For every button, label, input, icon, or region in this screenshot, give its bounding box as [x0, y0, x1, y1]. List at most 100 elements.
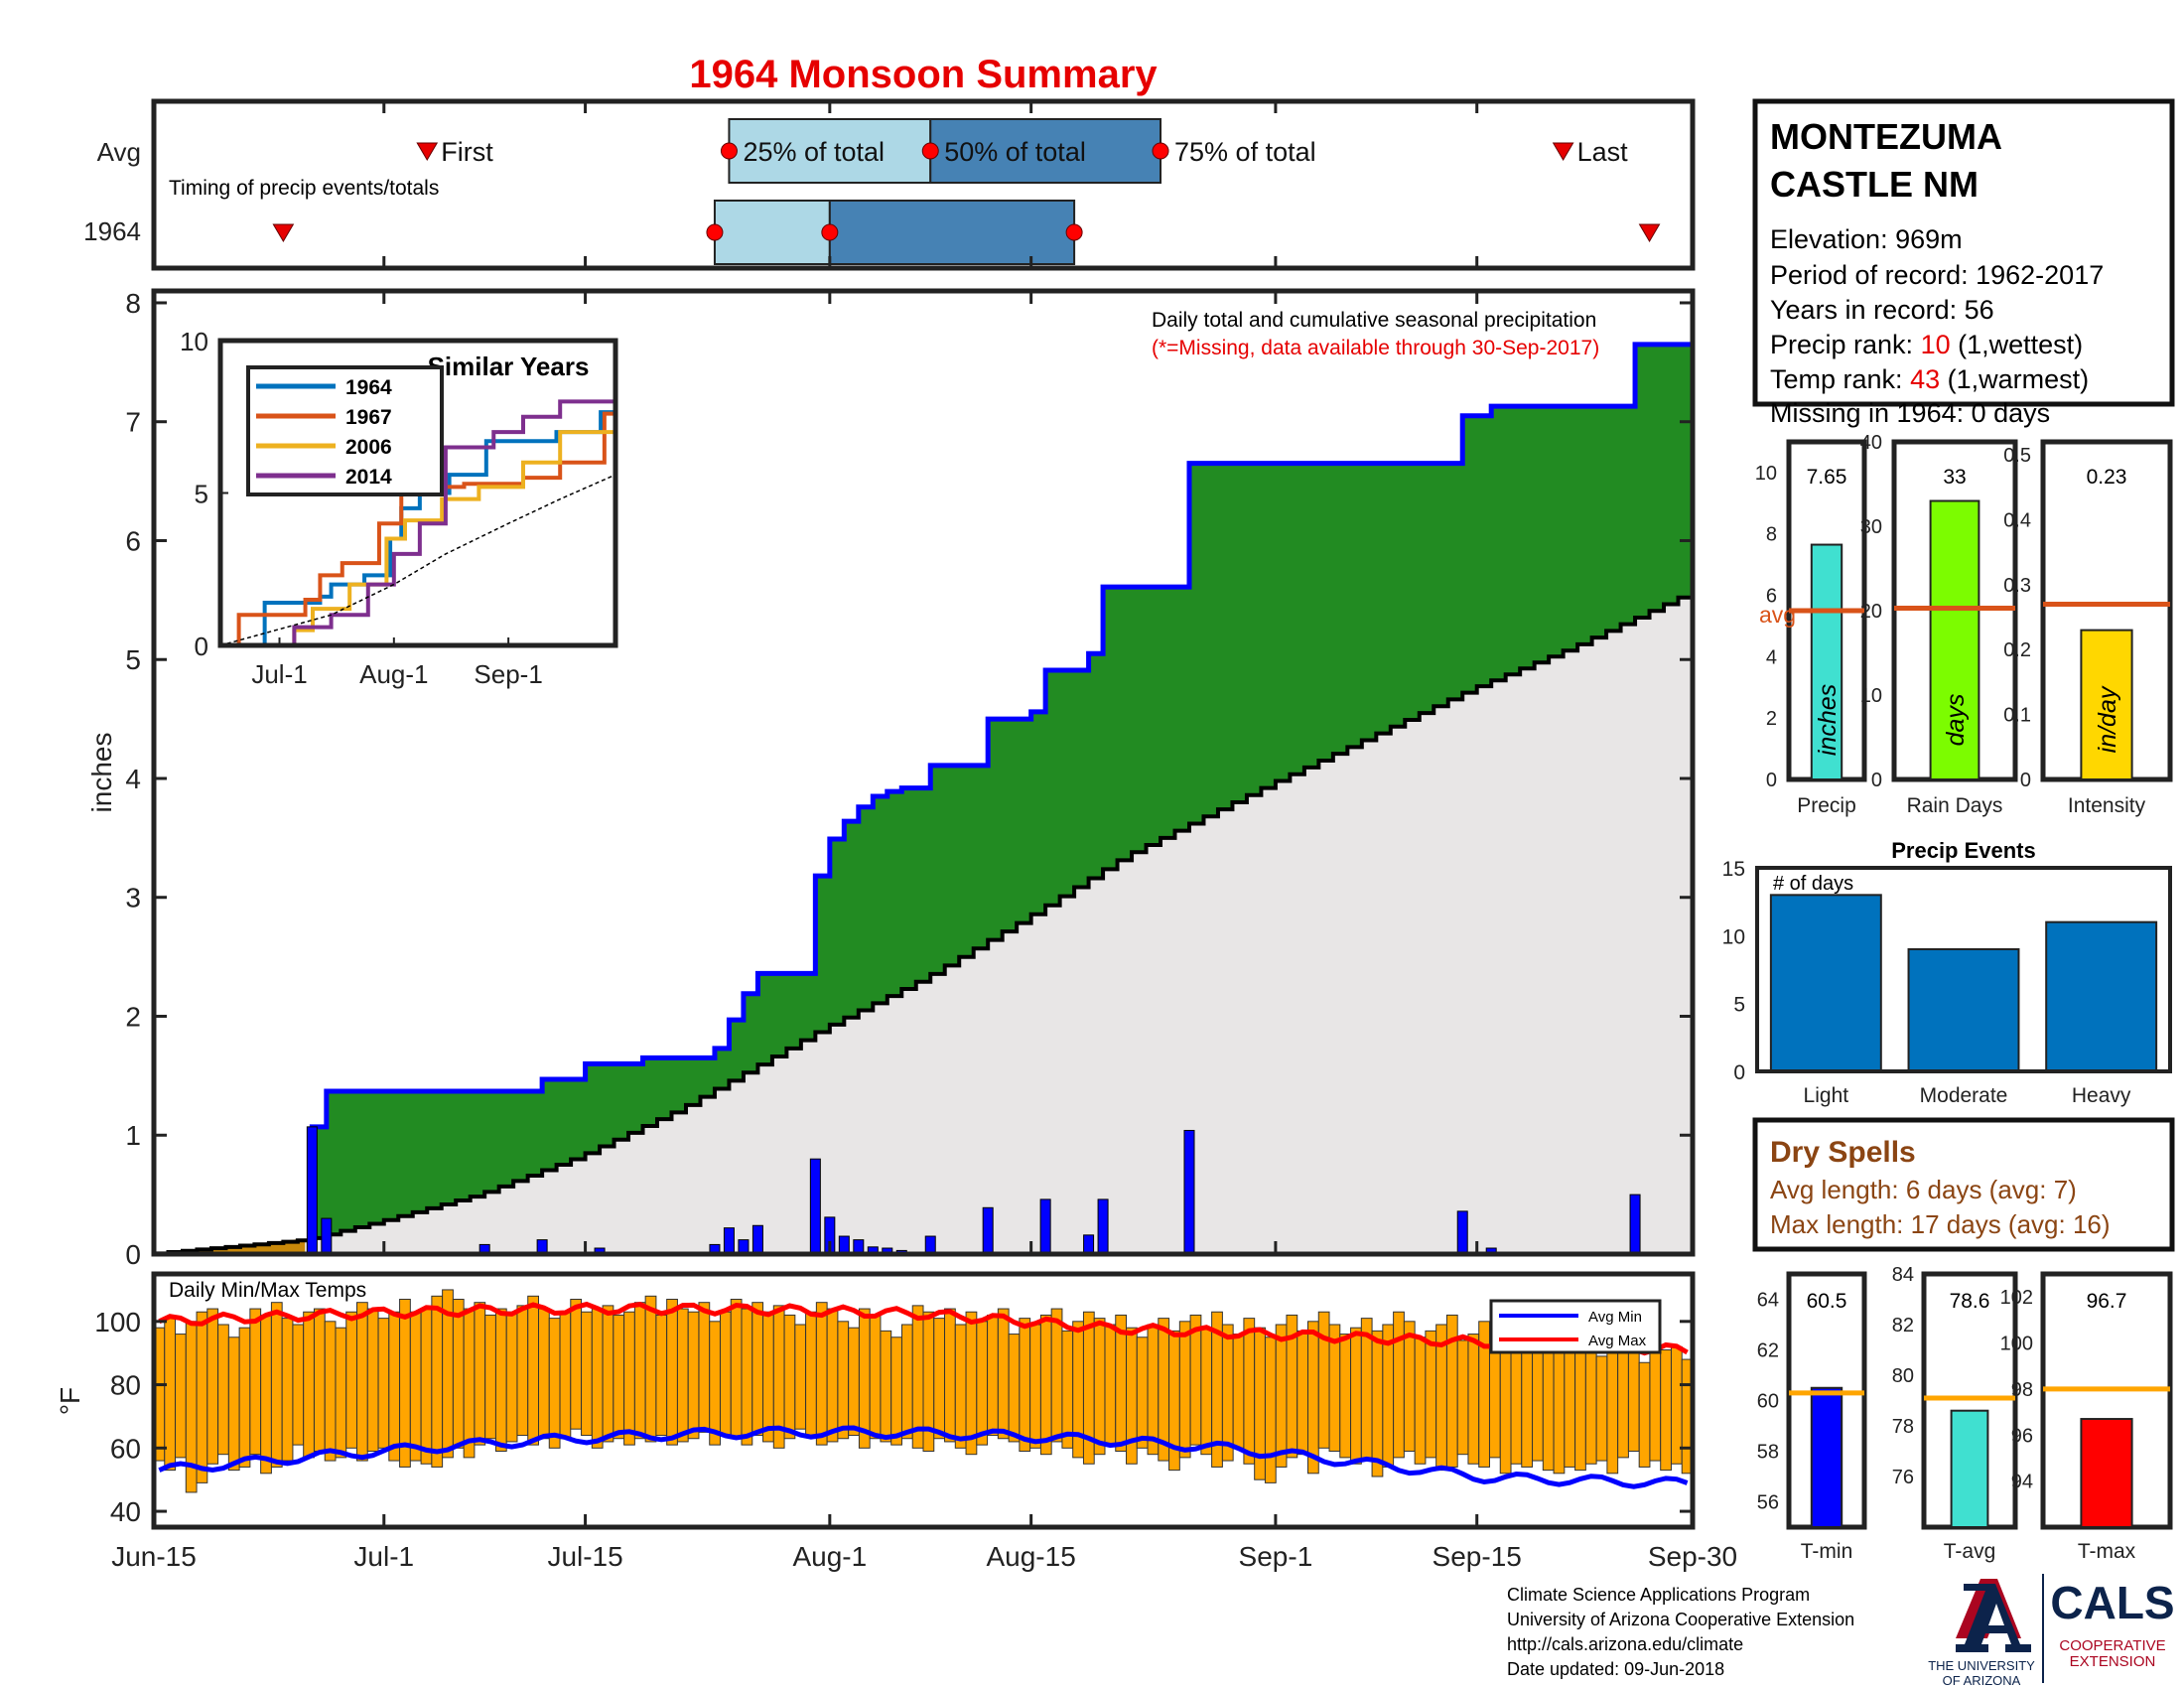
daily-temp-bar [987, 1314, 999, 1437]
daily-temp-bar [1297, 1330, 1308, 1456]
x-tick-label: Sep-30 [1648, 1541, 1737, 1572]
daily-temp-bar [399, 1299, 411, 1468]
precip-small-tick-0: 4 [1766, 646, 1777, 668]
timing-label-first: First [441, 137, 493, 167]
daily-temp-bar [976, 1321, 989, 1446]
inset-frame [217, 338, 618, 648]
daily-temp-bar [644, 1295, 657, 1443]
inset-legend-label-2006: 2006 [345, 436, 392, 459]
daily-temp-bar [484, 1314, 496, 1440]
temp-small-bar-1 [1950, 1409, 1989, 1528]
daily-temp-bar [591, 1308, 604, 1449]
precip-small-tick-2: 0.5 [2003, 445, 2031, 467]
avg-max-legend-label: Avg Max [1588, 1333, 1647, 1349]
daily-temp-bar [1564, 1336, 1576, 1468]
temp-small-tick-1: 84 [1892, 1264, 1914, 1286]
daily-temp-bar [1660, 1349, 1672, 1472]
daily-temp-bar [1371, 1330, 1384, 1477]
daily-temp-bar [1627, 1352, 1640, 1452]
station-precip-rank: Precip rank: 10 (1,wettest) [1770, 330, 2083, 359]
y-axis-label-inches: inches [86, 733, 117, 813]
daily-temp-bar [505, 1311, 518, 1443]
daily-temp-bar [933, 1318, 946, 1440]
daily-temp-bar [900, 1324, 913, 1440]
cumulative-1964-line [154, 342, 1693, 1257]
precip-event-bar-moderate [1907, 948, 2020, 1072]
cum-y-tick-label: 6 [125, 525, 141, 556]
station-years: Years in record: 56 [1770, 295, 1994, 325]
avg-cumulative-area [154, 597, 1693, 1254]
daily-temp-bar [474, 1302, 486, 1446]
station-temp-rank: Temp rank: 43 (1,warmest) [1770, 364, 2089, 394]
cumulative-chart-layer [152, 342, 1693, 1257]
daily-precip-bar [306, 1126, 318, 1255]
cals-wordmark: CALS [2050, 1577, 2174, 1628]
x-tick-label: Sep-15 [1433, 1541, 1522, 1572]
timing-triangle-last-y1964 [1638, 223, 1661, 242]
temp-small-value-0: 60.5 [1807, 1290, 1847, 1313]
cum-y-tick-label: 0 [125, 1239, 141, 1270]
missing-note: (*=Missing, data available through 30-Se… [1152, 337, 1599, 359]
daily-temp-bar [633, 1302, 646, 1440]
avg-min-line [158, 1425, 1689, 1489]
daily-temp-bar [783, 1314, 796, 1440]
daily-temp-bar [538, 1308, 550, 1440]
cumulative-y-ticks: 0 1 2 3 4 5 6 7 8 [125, 288, 1695, 1270]
temps-y-label: °F [55, 1387, 85, 1415]
daily-precip-bar [321, 1217, 333, 1255]
timing-dot-p50-avg [921, 142, 939, 160]
timing-triangle-last-avg [1552, 142, 1574, 161]
cum-y-tick-label: 7 [125, 407, 141, 438]
dry-spells-avg-length: Avg length: 6 days (avg: 7) [1770, 1175, 2077, 1204]
inset-series-avg [219, 474, 616, 646]
events-y-tick: 0 [1733, 1061, 1745, 1084]
inset-x-tick-label: Jul-1 [251, 659, 307, 689]
dry-spells-frame [1752, 1117, 2175, 1252]
cum-y-tick-label: 1 [125, 1120, 141, 1151]
inset-title: Similar Years [428, 352, 590, 381]
inset-legend-label-2014: 2014 [345, 466, 392, 489]
inset-chart-layer: 0 5 10 Jul-1 Aug-1 Sep-1 [180, 327, 617, 689]
daily-precip-bar [751, 1224, 763, 1255]
events-y-tick: 15 [1722, 858, 1745, 881]
temp-small-label-0: T-min [1801, 1540, 1853, 1563]
precip-small-bar-1 [1929, 499, 1980, 780]
daily-precip-bar [1097, 1198, 1109, 1255]
x-tick-label: Jun-15 [111, 1541, 197, 1572]
daily-temp-bar [1532, 1342, 1544, 1462]
daily-precip-bar [1083, 1234, 1095, 1255]
daily-temp-bar [345, 1311, 358, 1449]
precip-summary-bars: 7.65 inches Precip 0 2 4 6 8 10 avg 33 days Rain Day… [1755, 432, 2173, 817]
daily-temp-bar [858, 1308, 871, 1449]
precip-small-label-2: Intensity [2068, 794, 2146, 817]
daily-temp-bar [313, 1308, 326, 1452]
timing-dot-p25-y1964 [706, 223, 724, 241]
daily-temp-bar [1136, 1336, 1149, 1449]
daily-temp-bar [1339, 1334, 1352, 1459]
cum-y-tick-label: 2 [125, 1001, 141, 1032]
timing-row-avg-label: Avg [97, 137, 141, 167]
timing-triangle-first-avg [416, 142, 439, 161]
daily-temp-bar [581, 1311, 593, 1437]
daily-precip-bar [1183, 1129, 1195, 1255]
x-tick-label: Sep-1 [1239, 1541, 1313, 1572]
precip-events-panel: Precip Events Light Moderate Heavy 0 5 10 15 #… [1722, 838, 2172, 1107]
temp-small-bar-0 [1810, 1386, 1843, 1528]
daily-temp-bar [409, 1311, 422, 1462]
precip-small-avg-label: avg [1759, 602, 1796, 628]
precip-small-tick-2: 0 [2020, 770, 2031, 791]
daily-temp-bar [227, 1336, 240, 1472]
station-name-line1: MONTEZUMA [1770, 116, 2002, 157]
x-tick-label: Jul-15 [547, 1541, 622, 1572]
daily-temp-bar [944, 1308, 956, 1443]
temp-rank-label: Temp rank: [1770, 364, 1910, 394]
cals-line-1: COOPERATIVE [2059, 1637, 2165, 1654]
daily-temp-bar [249, 1308, 262, 1456]
footer-line-1: Climate Science Applications Program [1507, 1585, 1810, 1605]
daily-temp-bar [1670, 1345, 1683, 1465]
daily-temp-bar [1147, 1324, 1160, 1456]
daily-temp-bar [366, 1308, 379, 1452]
daily-temp-bar [613, 1314, 625, 1440]
daily-temp-bar [805, 1311, 817, 1437]
